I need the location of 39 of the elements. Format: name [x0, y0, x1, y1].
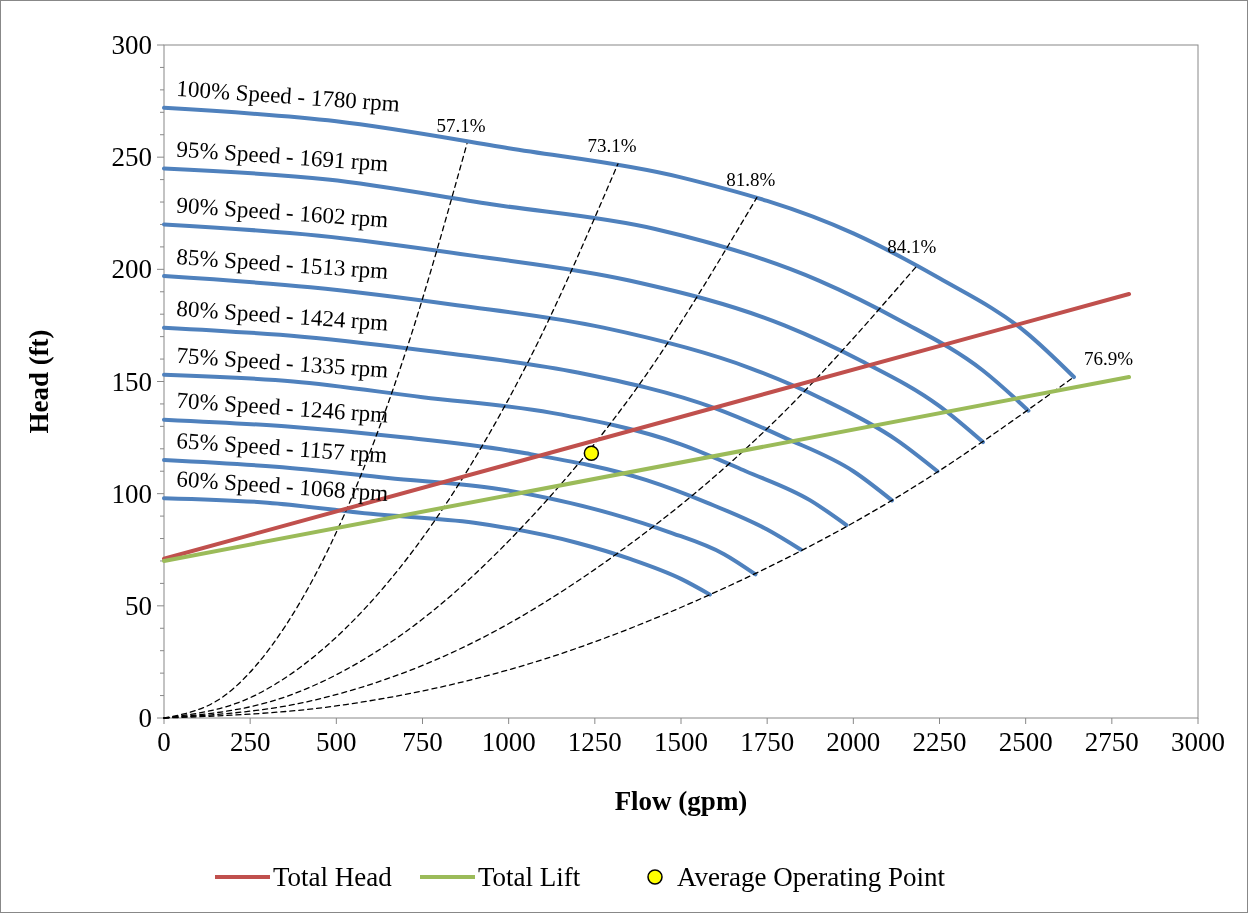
annotation: 84.1%: [887, 235, 937, 257]
x-tick-label: 500: [316, 727, 357, 757]
y-tick-label: 0: [138, 703, 152, 733]
x-tick-label: 2500: [998, 727, 1053, 757]
y-axis-title: Head (ft): [24, 329, 54, 434]
y-tick-label: 200: [111, 254, 152, 285]
annotation: 95% Speed - 1691 rpm: [175, 136, 390, 177]
x-tick-label: 1750: [740, 727, 795, 757]
y-tick-label: 100: [111, 478, 152, 509]
annotation: 76.9%: [1083, 348, 1134, 370]
y-tick-label: 150: [111, 366, 152, 397]
annotation: 60% Speed - 1068 rpm: [175, 466, 390, 506]
x-tick-label: 2000: [826, 727, 881, 757]
x-tick-label: 1250: [567, 727, 622, 757]
legend-label: Total Lift: [478, 862, 581, 892]
annotation: 80% Speed - 1424 rpm: [175, 295, 390, 336]
x-tick-label: 2250: [912, 727, 967, 757]
annotation: 65% Speed - 1157 rpm: [175, 428, 389, 468]
y-tick-label: 250: [111, 142, 152, 173]
x-tick-label: 750: [402, 727, 443, 757]
annotation: 70% Speed - 1246 rpm: [175, 387, 390, 428]
annotation: 85% Speed - 1513 rpm: [175, 244, 390, 284]
x-tick-label: 250: [229, 727, 271, 757]
legend-label: Average Operating Point: [677, 862, 946, 892]
x-tick-label: 1000: [481, 727, 536, 757]
annotation: 90% Speed - 1602 rpm: [175, 192, 390, 233]
annotation: 81.8%: [726, 168, 776, 190]
annotation: 57.1%: [436, 114, 486, 136]
x-axis-title: Flow (gpm): [614, 786, 748, 816]
x-tick-label: 3000: [1171, 727, 1225, 757]
y-tick-label: 50: [125, 590, 152, 621]
x-tick-label: 1500: [654, 727, 708, 757]
x-tick-label: 2750: [1084, 727, 1139, 757]
annotation: 73.1%: [587, 134, 637, 156]
annotation: 100% Speed - 1780 rpm: [175, 75, 401, 117]
annotation: 75% Speed - 1335 rpm: [175, 342, 390, 383]
y-tick-label: 300: [111, 30, 152, 60]
x-tick-label: 0: [157, 727, 171, 757]
legend-label: Total Head: [273, 862, 393, 892]
